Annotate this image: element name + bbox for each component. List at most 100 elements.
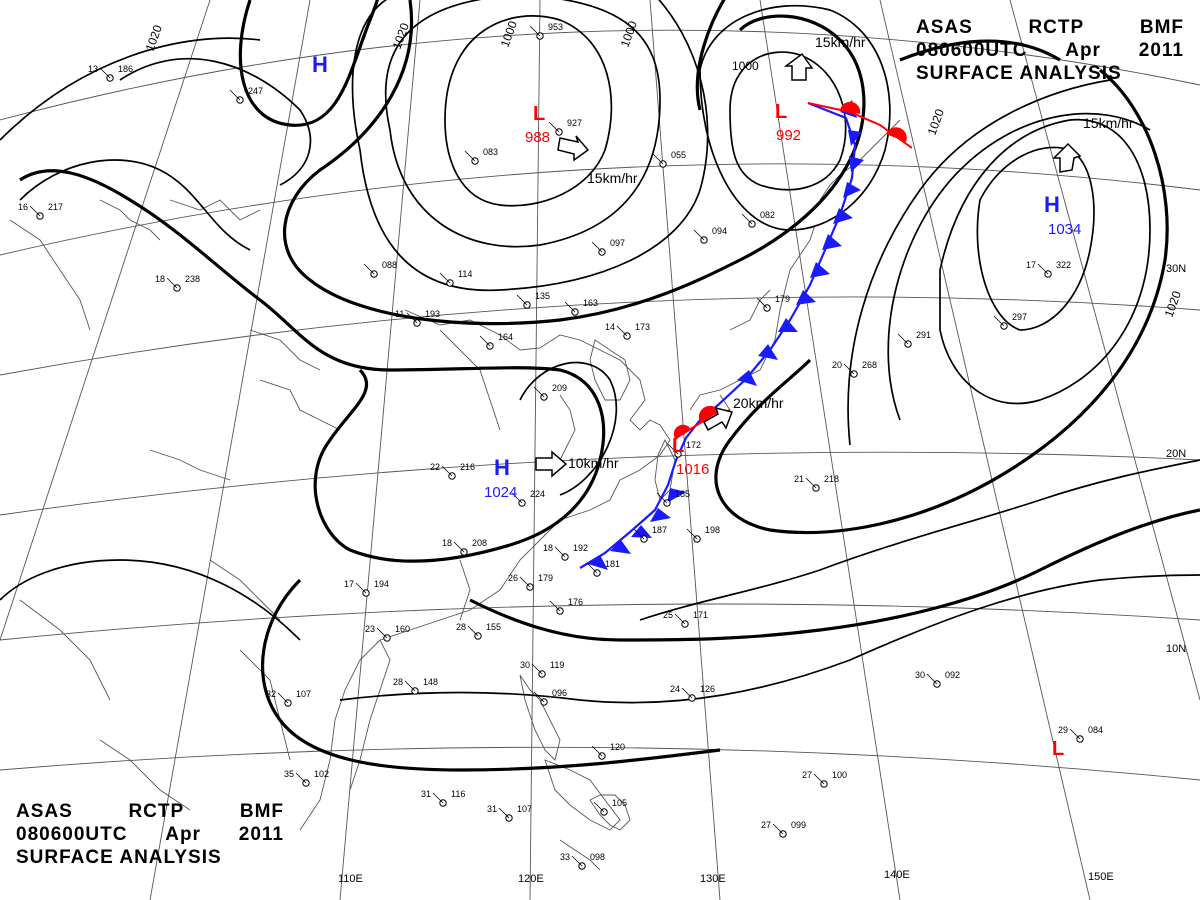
station-pressure: 098	[590, 852, 605, 862]
station-temperature: 26	[508, 573, 518, 583]
wind-barb	[591, 241, 603, 253]
station-temperature: 24	[670, 684, 680, 694]
station-pressure: 927	[567, 118, 582, 128]
station-plot: 185	[656, 489, 690, 507]
motion-arrow	[783, 52, 814, 81]
wind-barb	[741, 213, 753, 225]
station-plot: 31 116	[421, 789, 465, 807]
wind-barb	[519, 576, 531, 588]
wind-barb	[467, 625, 479, 637]
station-temperature: 17	[344, 579, 354, 589]
wind-barb	[616, 325, 628, 337]
station-pressure: 224	[530, 489, 545, 499]
station-pressure: 192	[573, 543, 588, 553]
wind-barb	[529, 25, 541, 37]
wind-barb	[464, 150, 476, 162]
station-pressure: 160	[395, 624, 410, 634]
wind-barb	[531, 663, 543, 675]
station-plot: 120	[591, 742, 625, 760]
station-plot: 135	[516, 291, 550, 309]
station-pressure: 105	[612, 798, 627, 808]
station-pressure: 193	[425, 309, 440, 319]
station-temperature: 18	[155, 274, 165, 284]
graticule-labels: 30N 20N 10N 110E 120E 130E 140E 150E	[338, 263, 1186, 885]
wind-barb	[571, 855, 583, 867]
motion-speed-label: 10km/hr	[568, 455, 619, 471]
wind-barb	[993, 315, 1005, 327]
motion-speed-label: 15km/hr	[587, 170, 638, 186]
station-pressure: 291	[916, 330, 931, 340]
product-code: BMF	[1139, 17, 1184, 38]
station-pressure: 217	[48, 202, 63, 212]
station-temperature: 29	[1058, 725, 1068, 735]
station-plot: 291	[897, 330, 931, 348]
wind-barb	[439, 272, 451, 284]
station-temperature: 31	[487, 804, 497, 814]
motion-arrow	[557, 135, 590, 162]
wind-barb	[681, 687, 693, 699]
station-pressure: 216	[460, 462, 475, 472]
high-center-marker: H	[312, 52, 328, 77]
station-plot: 163	[564, 298, 598, 316]
station-plot: 953	[529, 22, 563, 40]
station-pressure: 185	[675, 489, 690, 499]
wind-barb	[843, 363, 855, 375]
station-pressure: 186	[118, 64, 133, 74]
wind-barb	[926, 673, 938, 685]
station-plot: 22 216	[430, 462, 475, 480]
station-plot: 105	[593, 798, 627, 816]
station-plot: 13 186	[88, 64, 133, 82]
station-pressure: 119	[550, 660, 564, 670]
station-temperature: 32	[266, 689, 276, 699]
station-pressure: 171	[693, 610, 708, 620]
low-center-marker: L	[775, 101, 787, 123]
wind-barb	[166, 277, 178, 289]
station-plot: 179	[756, 294, 790, 312]
valid-year: 2011	[1138, 40, 1184, 61]
station-plot: 088	[363, 260, 397, 278]
station-temperature: 18	[442, 538, 452, 548]
station-temperature: 27	[802, 770, 812, 780]
motion-arrow	[703, 406, 733, 432]
station-pressure: 179	[538, 573, 553, 583]
station-temperature: 28	[393, 677, 403, 687]
station-plot: 27 100	[802, 770, 847, 788]
longitude-label: 140E	[884, 869, 910, 881]
wind-barb	[404, 680, 416, 692]
station-plot: 297	[993, 312, 1027, 330]
station-plot: 172	[667, 440, 701, 458]
low-center-marker: L	[533, 103, 545, 125]
motion-arrows	[535, 52, 1082, 478]
station-temperature: 13	[88, 64, 98, 74]
motion-speed-label: 15km/hr	[1083, 115, 1134, 131]
station-pressure: 297	[1012, 312, 1027, 322]
wind-barb	[656, 492, 668, 504]
station-temperature: 22	[430, 462, 440, 472]
valid-time: 080600UTC	[16, 824, 128, 845]
wind-barb	[1069, 728, 1081, 740]
station-plot: 224	[511, 489, 545, 507]
station-pressure: 164	[498, 332, 513, 342]
station-pressure: 083	[483, 147, 498, 157]
station-pressure: 096	[552, 688, 567, 698]
wind-barb	[772, 823, 784, 835]
station-plot: 29 084	[1058, 725, 1103, 743]
pressure-centers: H L 988 L 992 H 1034 H 1024 L 1016 L	[312, 52, 1081, 760]
station-pressure: 092	[945, 670, 960, 680]
station-pressure: 135	[535, 291, 550, 301]
station-pressure: 099	[791, 820, 806, 830]
station-plot: 35 102	[284, 769, 329, 787]
station-temperature: 31	[421, 789, 431, 799]
motion-speed-label: 20km/hr	[733, 395, 784, 411]
station-temperature: 21	[794, 474, 804, 484]
station-plot: 18 238	[155, 274, 200, 292]
low-center-marker: L	[1052, 738, 1064, 760]
wind-barb	[277, 692, 289, 704]
station-pressure: 187	[652, 525, 667, 535]
station-pressure: 198	[705, 525, 720, 535]
station-plot: 187	[633, 525, 667, 543]
agency-code: ASAS	[916, 17, 973, 38]
station-plot: 16 217	[18, 202, 63, 220]
wind-barb	[295, 772, 307, 784]
station-temperature: 23	[365, 624, 375, 634]
